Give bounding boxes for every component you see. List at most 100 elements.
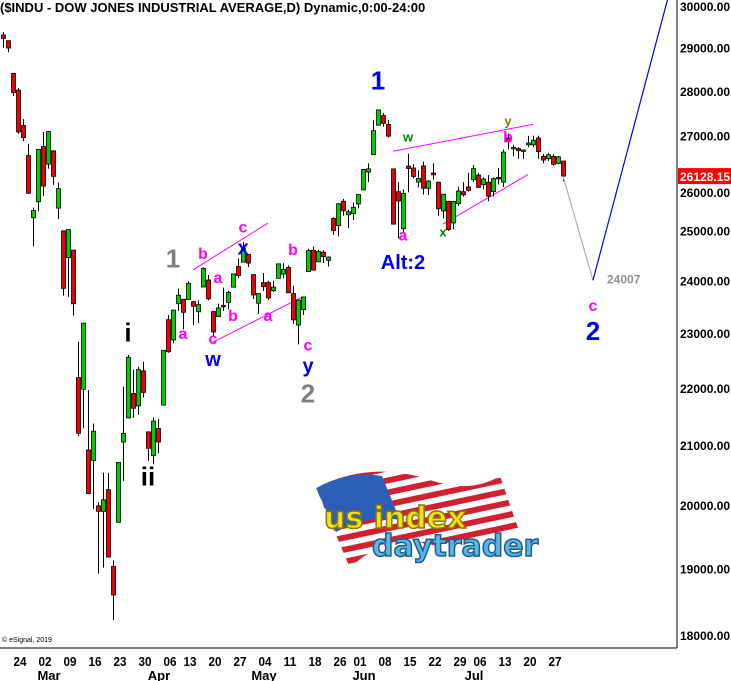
candle — [11, 72, 16, 97]
y-tick-label: 21000.00 — [680, 439, 730, 453]
candle-body — [46, 131, 51, 165]
candle-body — [26, 155, 31, 194]
candle — [1, 32, 6, 48]
candle-body — [526, 142, 531, 146]
candle-body — [76, 377, 81, 434]
candle — [126, 354, 131, 419]
candle-body — [71, 249, 76, 305]
y-tick-label: 23000.00 — [680, 327, 730, 341]
candle — [86, 390, 91, 494]
axes — [0, 0, 678, 649]
candle — [406, 153, 411, 193]
candle — [176, 288, 181, 312]
candle-body — [436, 181, 441, 210]
candle — [396, 182, 401, 239]
x-tick-label: 18 — [309, 654, 322, 669]
candle-body — [476, 174, 481, 188]
candle-body — [221, 304, 226, 308]
candle — [146, 431, 151, 461]
candle-body — [531, 139, 536, 146]
candle — [361, 168, 366, 191]
candle-body — [61, 230, 66, 289]
x-tick-label: 13 — [499, 654, 512, 669]
candle — [496, 168, 501, 185]
candle — [271, 280, 276, 293]
wave-label: 1 — [371, 65, 385, 95]
candle-body — [66, 229, 71, 259]
candle-body — [561, 160, 566, 177]
candle-body — [241, 248, 246, 263]
candle — [306, 248, 311, 272]
projection-lines: 24007 — [562, 0, 669, 286]
candle — [311, 246, 316, 271]
candle — [211, 311, 216, 337]
candle — [391, 168, 396, 225]
candle — [476, 172, 481, 188]
trendline — [392, 123, 534, 152]
candle — [546, 153, 551, 162]
x-tick-label: 29 — [454, 654, 467, 669]
y-tick-label: 20000.00 — [680, 499, 730, 513]
wave-label: 2 — [301, 379, 315, 409]
candle-body — [346, 211, 351, 216]
candle-body — [296, 299, 301, 326]
candle-body — [541, 155, 546, 161]
flag-stripe — [316, 481, 525, 536]
wave-label: b — [503, 129, 513, 146]
wave-label: c — [209, 331, 218, 348]
y-tick-label: 29000.00 — [680, 42, 730, 56]
candle — [536, 135, 541, 159]
copyright-text: © eSignal, 2019 — [2, 637, 52, 644]
candle-body — [96, 505, 101, 512]
candle — [241, 242, 246, 263]
candle — [36, 148, 41, 212]
candle-body — [246, 254, 251, 264]
candle-body — [486, 181, 491, 197]
candle — [206, 274, 211, 301]
candle — [21, 119, 26, 142]
candle — [71, 249, 76, 316]
candle-body — [11, 72, 16, 94]
candle — [441, 193, 446, 219]
x-tick-label: 01 — [354, 654, 367, 669]
candle-body — [496, 177, 501, 180]
candle-body — [291, 293, 296, 321]
candle — [281, 263, 286, 279]
candle-body — [181, 298, 186, 313]
wave-label: ii — [141, 461, 155, 491]
candle-body — [406, 165, 411, 169]
wave-label: 1 — [166, 244, 180, 274]
candle-body — [386, 123, 391, 137]
candle — [46, 131, 51, 169]
candle — [231, 273, 236, 288]
candle — [196, 300, 201, 324]
candle — [136, 366, 141, 415]
candle-body — [126, 356, 131, 419]
candle — [466, 172, 471, 192]
candle-body — [226, 291, 231, 303]
candle — [451, 201, 456, 230]
x-tick-label: 24 — [14, 654, 28, 669]
candle — [501, 149, 506, 187]
candle-body — [236, 266, 241, 276]
candle-body — [426, 180, 431, 189]
y-tick-label: 28000.00 — [680, 85, 730, 99]
month-label: Apr — [148, 668, 170, 681]
candle — [246, 254, 251, 267]
candle-body — [556, 156, 561, 164]
candle — [261, 273, 266, 291]
candle-body — [6, 40, 11, 49]
candle-body — [36, 148, 41, 203]
candle — [251, 274, 256, 300]
month-label: Jul — [465, 668, 484, 681]
candle — [61, 230, 66, 296]
projection-down-line — [562, 175, 594, 281]
candle — [351, 202, 356, 220]
candle-body — [81, 322, 86, 390]
candle-body — [316, 251, 321, 263]
candle — [66, 229, 71, 297]
candle — [106, 472, 111, 558]
x-tick-label: 02 — [39, 654, 52, 669]
month-label: May — [251, 668, 277, 681]
